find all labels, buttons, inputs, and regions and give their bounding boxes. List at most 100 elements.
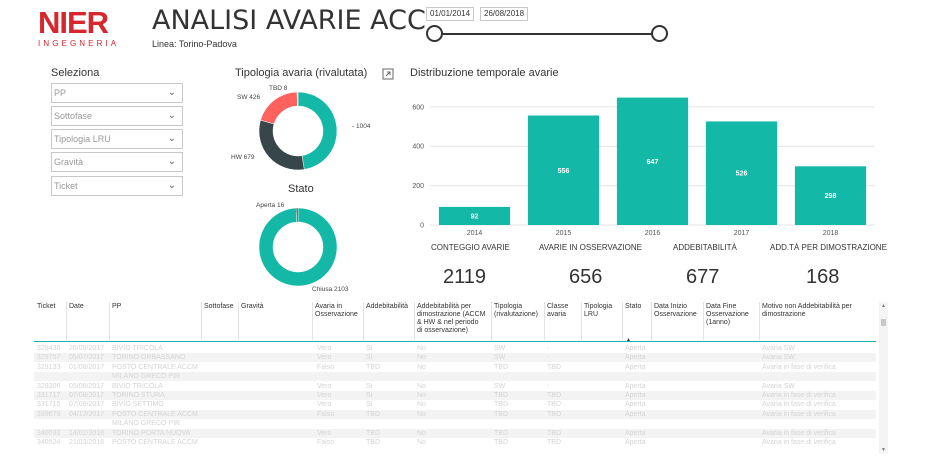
tipologia-donut[interactable] xyxy=(256,89,340,173)
filter-tipologia-lru-label: Tipologia LRU xyxy=(54,134,111,144)
table-cell: No xyxy=(417,363,426,371)
table-cell: Avaria in fase di verifica xyxy=(762,392,836,399)
chevron-down-icon: ⌄ xyxy=(167,156,176,167)
table-cell: TBD xyxy=(494,410,508,418)
table-cell: TORINO PORTA NUOVA xyxy=(112,429,191,437)
stato-donut[interactable] xyxy=(256,205,340,289)
table-row[interactable]: 340033 14/02/2018 TORINO PORTA NUOVA Vero TB… xyxy=(34,428,876,438)
scroll-down-icon[interactable]: ▼ xyxy=(881,447,886,453)
y-tick-label: 0 xyxy=(420,223,424,230)
column-separator xyxy=(581,302,582,340)
column-header-line: Classe xyxy=(547,303,569,310)
column-header[interactable]: PP xyxy=(112,303,121,311)
table-row[interactable]: MILANO GRECO PIR xyxy=(34,372,876,382)
table-cell: 331717 xyxy=(37,392,61,399)
table-row[interactable]: 329306 05/08/2017 BIVIO TRICOLA Vero Sì No SW -… xyxy=(34,382,876,391)
table-cell: Vero xyxy=(317,345,332,352)
column-header-line: Ticket xyxy=(37,303,56,310)
scroll-up-icon[interactable]: ▲ xyxy=(881,303,886,309)
filter-ticket[interactable]: Ticket ⌄ xyxy=(51,176,183,196)
column-header[interactable]: Gravità xyxy=(241,303,264,311)
table-cell: BIVIO TRICOLA xyxy=(112,345,163,352)
table-row[interactable]: 339679 04/12/2017 POSTO CENTRALE ACCM Falso… xyxy=(34,409,876,419)
table-cell: Vero xyxy=(317,392,332,399)
column-separator xyxy=(414,302,415,340)
table-cell: Avaria in fase di verifica xyxy=(762,401,836,409)
table-row[interactable]: 331715 07/08/2017 BIVIO SETTIMO Vero Sì No TBD… xyxy=(34,400,876,409)
column-header[interactable]: Tipologia LRU xyxy=(584,303,612,319)
filter-pp[interactable]: PP ⌄ xyxy=(51,83,183,103)
table-cell: Avaria SW xyxy=(762,382,795,390)
table-cell: - xyxy=(547,382,550,390)
table-row[interactable]: MILANO GRECO PIR xyxy=(34,419,876,428)
filter-ticket-label: Ticket xyxy=(54,181,78,191)
kpi-value-osservazione: 656 xyxy=(569,266,603,288)
filters-title: Seleziona xyxy=(51,67,100,79)
date-slider-start-handle[interactable] xyxy=(426,25,443,42)
page-title: ANALISI AVARIE ACC xyxy=(152,5,426,36)
column-separator xyxy=(759,302,760,340)
column-header[interactable]: Tipologia (rivalutazione) xyxy=(494,303,538,319)
table-cell: No xyxy=(417,345,426,352)
column-header[interactable]: Ticket xyxy=(37,303,55,311)
column-header[interactable]: Data Inizio Osservazione xyxy=(654,303,697,319)
column-header-line: Data Inizio xyxy=(654,303,688,310)
table-cell: 329133 xyxy=(37,363,61,371)
table-row[interactable]: 340524 21/03/2018 POSTO CENTRALE ACCM Falso… xyxy=(34,438,876,447)
expand-icon[interactable] xyxy=(382,68,394,80)
table-cell: Avaria SW xyxy=(762,345,795,352)
column-header-line: Gravità xyxy=(241,303,264,310)
kpi-label-addebitabilita: ADDEBITABILITÀ xyxy=(673,243,737,252)
table-row[interactable]: 329430 26/09/2017 BIVIO TRICOLA Vero Sì No SW -… xyxy=(34,344,876,353)
column-header[interactable]: Addebitabilità per dimostrazione (ACCM & H… xyxy=(417,303,485,335)
column-header[interactable]: Addebitabilità xyxy=(366,303,408,311)
bar-data-label: 92 xyxy=(471,213,479,220)
table-cell: Vero xyxy=(317,382,332,390)
table-row[interactable]: 331717 07/08/2017 TORINO STURA Vero Sì No TBD T… xyxy=(34,391,876,400)
filter-gravita[interactable]: Gravità ⌄ xyxy=(51,152,183,172)
table-cell: POSTO CENTRALE ACCM xyxy=(112,363,198,371)
table-cell: 14/02/2018 xyxy=(69,429,105,437)
table-cell: TBD xyxy=(494,392,508,399)
donut-label-chiusa: Chiusa 2103 xyxy=(312,286,349,293)
column-header-line: Data Fine xyxy=(706,303,737,310)
y-tick-label: 400 xyxy=(412,144,424,151)
end-date-input[interactable]: 26/08/2018 xyxy=(480,7,529,21)
table-cell: 07/08/2017 xyxy=(69,392,105,399)
date-slider-track[interactable] xyxy=(434,33,660,35)
donut-label-hw: HW 679 xyxy=(231,154,255,161)
start-date-input[interactable]: 01/01/2014 xyxy=(426,7,475,21)
stato-chart-title: Stato xyxy=(288,183,314,195)
column-separator xyxy=(66,302,67,340)
table-cell: Falso xyxy=(317,439,335,446)
table-cell: 339679 xyxy=(37,410,61,418)
y-tick-label: 200 xyxy=(412,183,424,190)
column-header[interactable]: Classe avaria xyxy=(547,303,568,319)
scrollbar-thumb[interactable] xyxy=(881,319,886,326)
table-cell: SW xyxy=(494,382,506,390)
avarie-table: ▲ Ticket Date PP Sottofase Gravità Avaria in O… xyxy=(34,300,890,457)
table-cell: TBD xyxy=(547,429,561,437)
column-header[interactable]: Avaria in Osservazione xyxy=(315,303,358,319)
column-header[interactable]: Sottofase xyxy=(204,303,234,311)
table-scrollbar[interactable] xyxy=(879,302,888,454)
column-header[interactable]: Date xyxy=(69,303,84,311)
table-cell: 07/08/2017 xyxy=(69,401,105,409)
logo-wordmark: NIER xyxy=(38,5,109,40)
column-header-line: (1anno) xyxy=(706,319,731,326)
filter-tipologia-lru[interactable]: Tipologia LRU ⌄ xyxy=(51,129,183,149)
sort-ascending-icon[interactable]: ▲ xyxy=(626,337,631,343)
table-row[interactable]: 329757 05/07/2017 TORINO ORBASSANO Vero Sì No… xyxy=(34,353,876,363)
date-slider-end-handle[interactable] xyxy=(651,25,668,42)
filter-sottofase[interactable]: Sottofase ⌄ xyxy=(51,106,183,126)
column-separator xyxy=(544,302,545,340)
column-header[interactable]: Stato xyxy=(625,303,641,311)
table-cell: TBD xyxy=(366,439,380,446)
chevron-down-icon: ⌄ xyxy=(167,133,176,144)
chevron-down-icon: ⌄ xyxy=(167,87,176,98)
table-row[interactable]: 329133 01/08/2017 POSTO CENTRALE ACCM Falso… xyxy=(34,363,876,372)
table-cell: 340033 xyxy=(37,429,61,437)
column-header-line: di osservazione) xyxy=(417,327,468,334)
column-header[interactable]: Motivo non Addebitabilità per dimostrazio… xyxy=(762,303,852,319)
column-header[interactable]: Data Fine Osservazione (1anno) xyxy=(706,303,749,327)
